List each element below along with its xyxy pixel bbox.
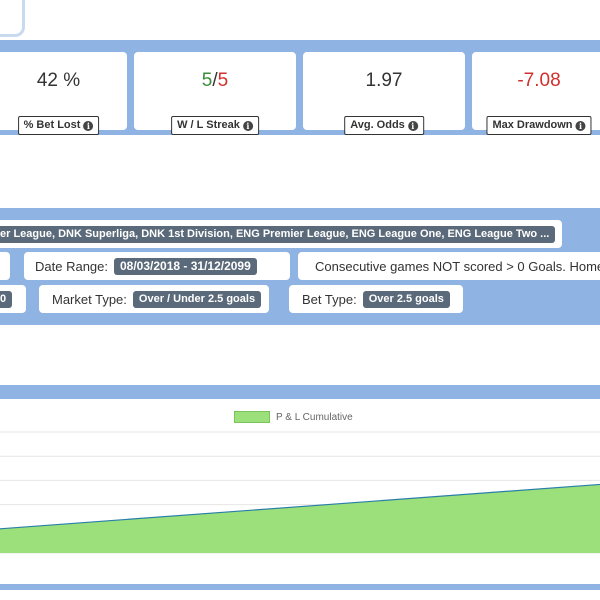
legend-series-name: P & L Cumulative <box>276 411 353 423</box>
date-range-label: Date Range: <box>35 258 108 274</box>
stat-card-max-drawdown: -7.08 Max Drawdown i <box>472 52 600 135</box>
filter-date-range: Date Range: 08/03/2018 - 31/12/2099 <box>24 252 290 280</box>
avg-odds-label: Avg. Odds <box>350 119 405 131</box>
pl-chart: P & L Cumulative <box>0 399 600 584</box>
series-area <box>0 484 600 553</box>
max-drawdown-label-badge[interactable]: Max Drawdown i <box>486 116 592 135</box>
chart-footer-bar <box>0 584 600 590</box>
series-line <box>0 483 600 530</box>
stat-card-wl-streak: 5/5 W / L Streak i <box>134 52 296 135</box>
filter-left-fragment-top <box>0 252 10 280</box>
wl-streak-label-badge[interactable]: W / L Streak i <box>171 116 259 135</box>
bet-type-label: Bet Type: <box>302 291 357 307</box>
filter-bet-type: Bet Type: Over 2.5 goals <box>289 285 463 313</box>
stat-card-bet-lost: 42 % % Bet Lost i <box>0 52 127 135</box>
left-fragment-tag: 0 <box>0 290 13 308</box>
info-icon[interactable]: i <box>575 120 586 131</box>
max-drawdown-value: -7.08 <box>517 70 561 91</box>
market-type-value[interactable]: Over / Under 2.5 goals <box>132 290 262 308</box>
filter-strategy: Consecutive games NOT scored > 0 Goals. … <box>298 252 600 280</box>
max-drawdown-label: Max Drawdown <box>492 119 573 131</box>
filter-market-type: Market Type: Over / Under 2.5 goals <box>39 285 269 313</box>
date-range-value[interactable]: 08/03/2018 - 31/12/2099 <box>114 257 257 275</box>
panel-corner <box>0 0 25 37</box>
info-icon[interactable]: i <box>83 120 94 131</box>
stat-card-avg-odds: 1.97 Avg. Odds i <box>303 52 465 135</box>
wl-streak-value: 5/5 <box>134 70 296 92</box>
chart-plot <box>0 431 600 554</box>
market-type-label: Market Type: <box>52 291 127 307</box>
bet-lost-value: 42 % <box>36 70 81 91</box>
avg-odds-label-badge[interactable]: Avg. Odds i <box>344 116 424 135</box>
bet-lost-label-badge[interactable]: % Bet Lost i <box>17 116 100 135</box>
wl-streak-label: W / L Streak <box>177 119 240 131</box>
loss-streak-value: 5 <box>217 70 229 91</box>
info-icon[interactable]: i <box>242 120 253 131</box>
chart-header-bar <box>0 385 600 399</box>
bet-lost-label: % Bet Lost <box>23 119 81 131</box>
legend-swatch <box>234 411 270 423</box>
streak-separator: / <box>212 70 218 91</box>
info-icon[interactable]: i <box>407 120 418 131</box>
avg-odds-value: 1.97 <box>365 70 403 91</box>
bet-type-value[interactable]: Over 2.5 goals <box>362 290 450 308</box>
filter-leagues: er League, DNK Superliga, DNK 1st Divisi… <box>0 220 562 248</box>
stats-panel: 42 % % Bet Lost i 5/5 W / L Streak i 1.9… <box>0 40 600 135</box>
filter-left-fragment: 0 <box>0 285 26 313</box>
strategy-text: Consecutive games NOT scored > 0 Goals. … <box>315 258 600 274</box>
filters-panel: er League, DNK Superliga, DNK 1st Divisi… <box>0 208 600 325</box>
leagues-tag: er League, DNK Superliga, DNK 1st Divisi… <box>0 225 556 243</box>
chart-legend[interactable]: P & L Cumulative <box>234 411 353 423</box>
win-streak-value: 5 <box>201 70 213 91</box>
